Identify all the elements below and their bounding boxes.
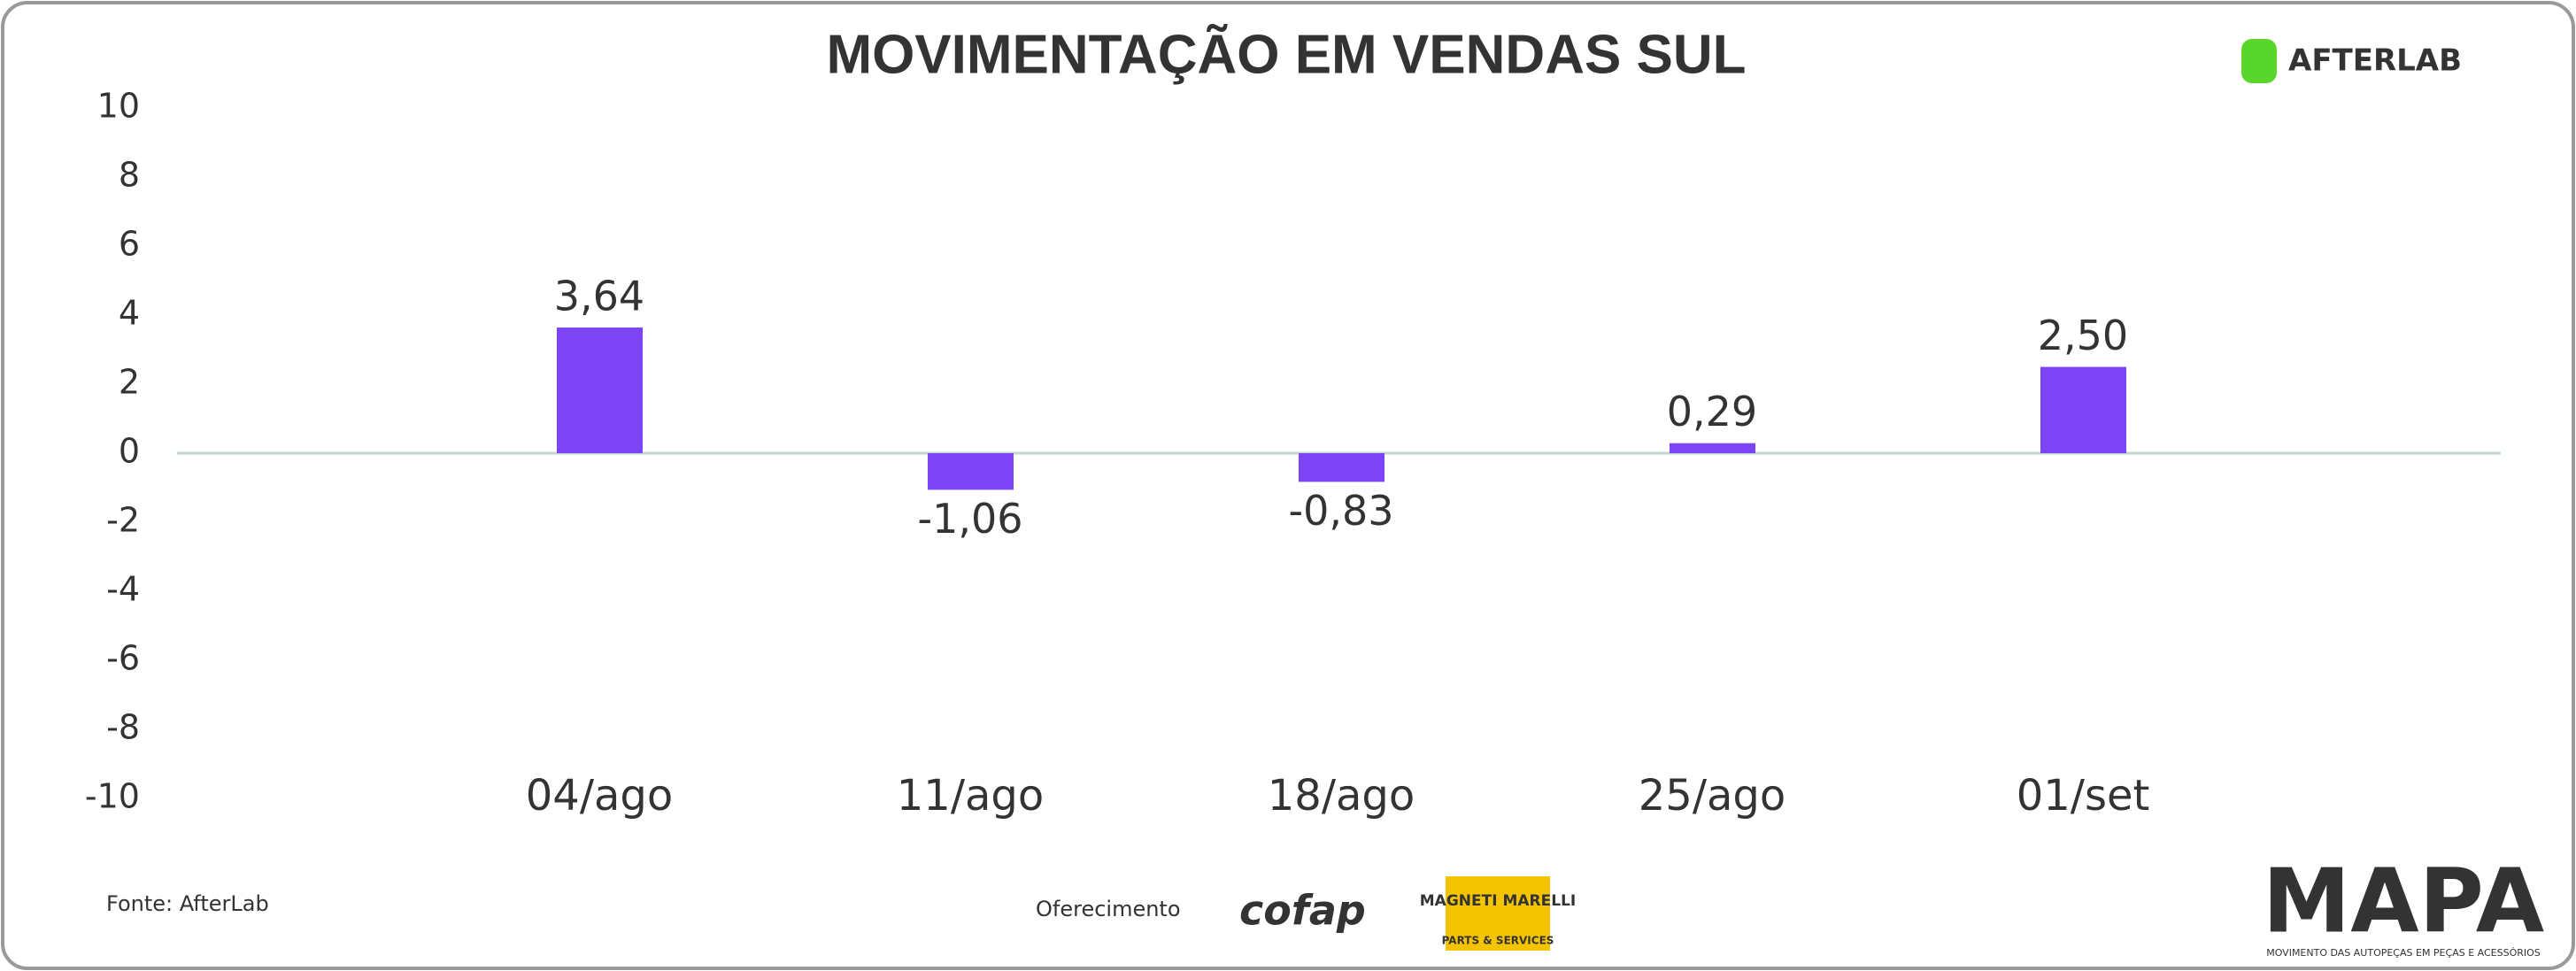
y-tick-label: 6 (119, 225, 140, 264)
chart-title: MOVIMENTAÇÃO EM VENDAS SUL (826, 24, 1746, 85)
logo-icon (2241, 39, 2277, 83)
value-label: 3,64 (554, 273, 644, 320)
x-tick-label: 11/ago (897, 771, 1045, 821)
sponsor-box (1446, 876, 1550, 951)
y-tick-label: 10 (97, 87, 140, 126)
bar (557, 328, 643, 453)
y-tick-label: -8 (106, 708, 140, 747)
x-tick-label: 01/set (2017, 771, 2150, 821)
bar (928, 453, 1014, 490)
y-tick-label: 4 (119, 294, 140, 333)
y-tick-label: -6 (106, 639, 140, 678)
sponsor-parts: PARTS & SERVICES (1442, 935, 1554, 947)
y-tick-label: -4 (106, 570, 140, 609)
logo: AFTERLAB (2288, 43, 2462, 79)
sponsor-cofap: cofap (1239, 887, 1366, 935)
value-label: 0,29 (1667, 388, 1757, 435)
sponsor-label: Oferecimento (1036, 897, 1181, 921)
y-tick-label: 8 (119, 156, 140, 195)
value-label: 2,50 (2038, 312, 2128, 359)
x-tick-label: 04/ago (526, 771, 674, 821)
y-tick-label: -10 (85, 777, 140, 816)
bar (1299, 453, 1384, 482)
value-label: -1,06 (917, 495, 1022, 543)
mapa-subtitle: MOVIMENTO DAS AUTOPEÇAS EM PEÇAS E ACESS… (2266, 947, 2541, 959)
mapa: MAPA (2263, 849, 2544, 952)
source: Fonte: AfterLab (106, 891, 269, 916)
value-label: -0,83 (1288, 487, 1393, 535)
bar (1670, 443, 1755, 453)
y-tick-label: 0 (119, 432, 140, 471)
y-tick-label: -2 (106, 501, 140, 540)
x-tick-label: 18/ago (1268, 771, 1415, 821)
bar (2040, 366, 2126, 453)
sponsor-marelli: MAGNETI MARELLI (1420, 892, 1576, 910)
x-tick-label: 25/ago (1639, 771, 1786, 821)
y-tick-label: 2 (119, 363, 140, 402)
